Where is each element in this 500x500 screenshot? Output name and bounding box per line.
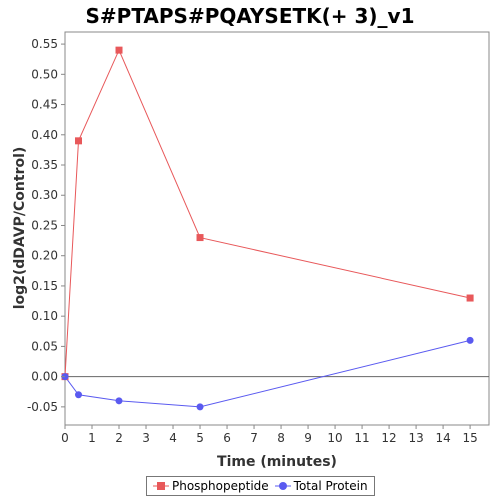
y-tick-label: 0.15	[31, 279, 58, 293]
series-0-point	[196, 234, 204, 242]
legend-label-phosphopeptide: Phosphopeptide	[172, 479, 269, 493]
x-axis-title: Time (minutes)	[217, 454, 337, 470]
legend-label-total-protein: Total Protein	[293, 479, 368, 493]
y-tick-label: 0.55	[31, 37, 58, 51]
series-1-point	[75, 391, 83, 399]
chart-title: S#PTAPS#PQAYSETK(+ 3)_v1	[85, 4, 415, 28]
x-tick-label: 13	[408, 431, 423, 445]
y-tick-label: 0.10	[31, 309, 58, 323]
x-tick-label: 10	[327, 431, 342, 445]
x-tick-label: 6	[223, 431, 231, 445]
legend-swatch-circle	[274, 482, 291, 490]
series-0-point	[115, 46, 123, 54]
x-tick-label: 5	[196, 431, 204, 445]
legend-swatch-square	[153, 482, 169, 490]
y-tick-label: 0.05	[31, 339, 58, 353]
series-0-point	[466, 294, 474, 302]
x-tick-label: 9	[304, 431, 312, 445]
y-tick-label: 0.50	[31, 67, 58, 81]
series-1-point	[115, 397, 123, 405]
y-tick-label: 0.45	[31, 98, 58, 112]
y-tick-label: 0.35	[31, 158, 58, 172]
series-1-point	[466, 336, 474, 344]
legend: Phosphopeptide Total Protein	[146, 476, 375, 496]
x-tick-label: 14	[435, 431, 450, 445]
y-tick-label: 0.25	[31, 218, 58, 232]
x-tick-label: 8	[277, 431, 285, 445]
x-tick-label: 2	[115, 431, 123, 445]
x-tick-label: 11	[354, 431, 369, 445]
legend-item-phosphopeptide: Phosphopeptide	[153, 479, 269, 493]
series-0-point	[75, 137, 83, 145]
y-tick-label: -0.05	[27, 400, 58, 414]
x-tick-label: 3	[142, 431, 150, 445]
series-1-point	[196, 403, 204, 411]
y-axis-title: log2(dDAVP/Control)	[12, 147, 28, 310]
x-tick-label: 15	[462, 431, 477, 445]
y-tick-label: 0.00	[31, 370, 58, 384]
legend-item-total-protein: Total Protein	[274, 479, 368, 493]
plot-frame	[64, 31, 490, 426]
x-tick-label: 4	[169, 431, 177, 445]
y-tick-label: 0.20	[31, 249, 58, 263]
y-tick-label: 0.40	[31, 128, 58, 142]
x-tick-label: 1	[88, 431, 96, 445]
y-tick-label: 0.30	[31, 188, 58, 202]
x-tick-label: 12	[381, 431, 396, 445]
x-tick-label: 0	[61, 431, 69, 445]
x-tick-label: 7	[250, 431, 258, 445]
